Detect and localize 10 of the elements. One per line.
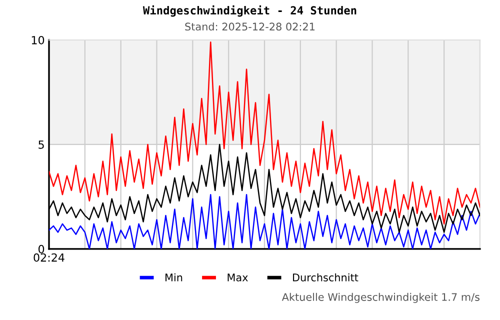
x-tick-label: 02:24 [34,253,64,262]
chart-title: Windgeschwindigkeit - 24 Stunden [142,5,356,17]
text: Aktuelle Windgeschwindigkeit 1.7 m/s [282,292,480,303]
legend-label: Min [166,273,182,282]
y-tick-label: 5 [38,140,44,149]
y-tick-label: 0 [38,244,44,254]
chart-subtitle: Stand: 2025-12-28 02:21 [185,22,315,31]
legend-label: Max [228,274,248,282]
legend-label: Durchschnitt [293,273,358,282]
y-tick-label: 10 [32,36,44,44]
